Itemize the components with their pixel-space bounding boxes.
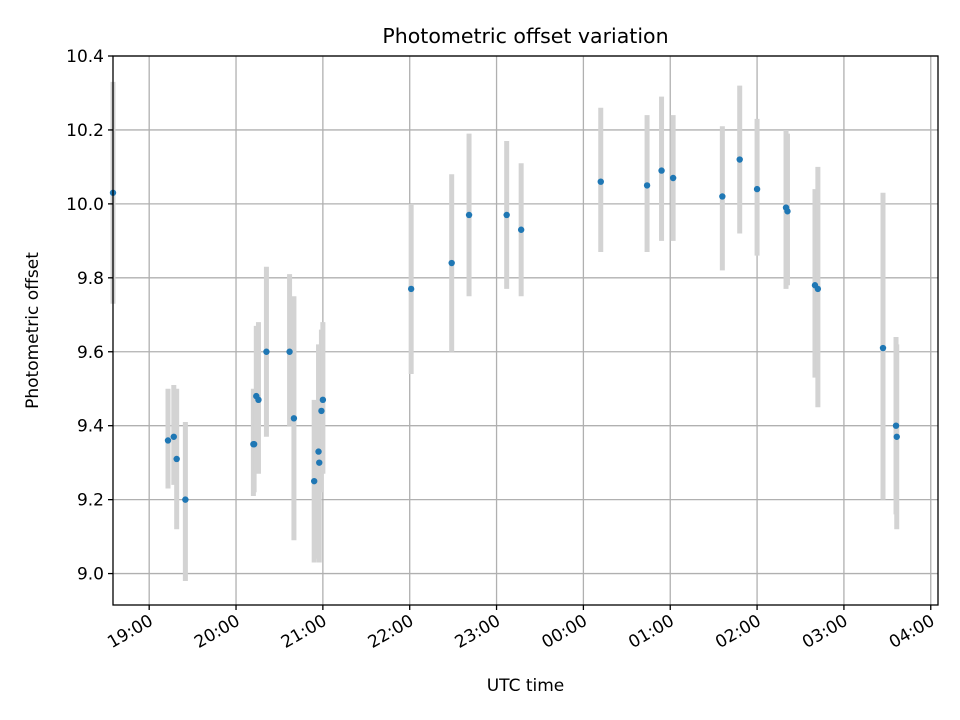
data-point [319,396,327,404]
data-point [315,448,322,455]
data-point [290,415,298,422]
data-point [893,433,900,440]
data-point [879,344,887,352]
y-axis-ticks: 9.0 9.2 9.4 9.6 9.8 10.0 10.2 10.4 [66,47,113,585]
data-point [170,433,177,440]
data-point [310,477,318,485]
data-point [250,440,258,448]
data-point [407,285,415,293]
data-point [286,348,293,355]
data-point [814,285,822,293]
y-tick-label: 9.6 [77,343,104,363]
y-axis-title: Photometric offset [23,252,43,409]
data-point [719,193,726,200]
chart-title: Photometric offset variation [382,24,668,48]
data-point [173,455,180,463]
y-tick-label: 9.8 [77,269,104,289]
y-tick-label: 10.0 [66,195,104,215]
data-point [784,208,791,215]
data-point [669,174,677,182]
y-tick-label: 9.0 [77,565,104,585]
data-point [503,211,510,219]
data-point [597,178,604,185]
data-point [448,259,455,267]
data-point [736,156,743,163]
data-point [643,182,651,189]
data-point [182,496,189,503]
y-tick-label: 10.2 [66,121,104,141]
data-point [255,396,262,404]
y-tick-label: 10.4 [66,47,104,67]
data-point [753,185,761,193]
data-point [318,407,325,415]
data-point [465,211,473,219]
y-tick-label: 9.4 [77,417,104,437]
x-axis-title: UTC time [487,676,565,696]
data-point [263,348,270,355]
data-point [517,226,525,233]
plot-frame [112,55,939,606]
data-point [316,459,323,466]
data-point [658,167,665,174]
data-point [164,437,172,444]
data-point [892,422,900,429]
data-points [109,156,900,503]
y-tick-label: 9.2 [77,491,104,511]
